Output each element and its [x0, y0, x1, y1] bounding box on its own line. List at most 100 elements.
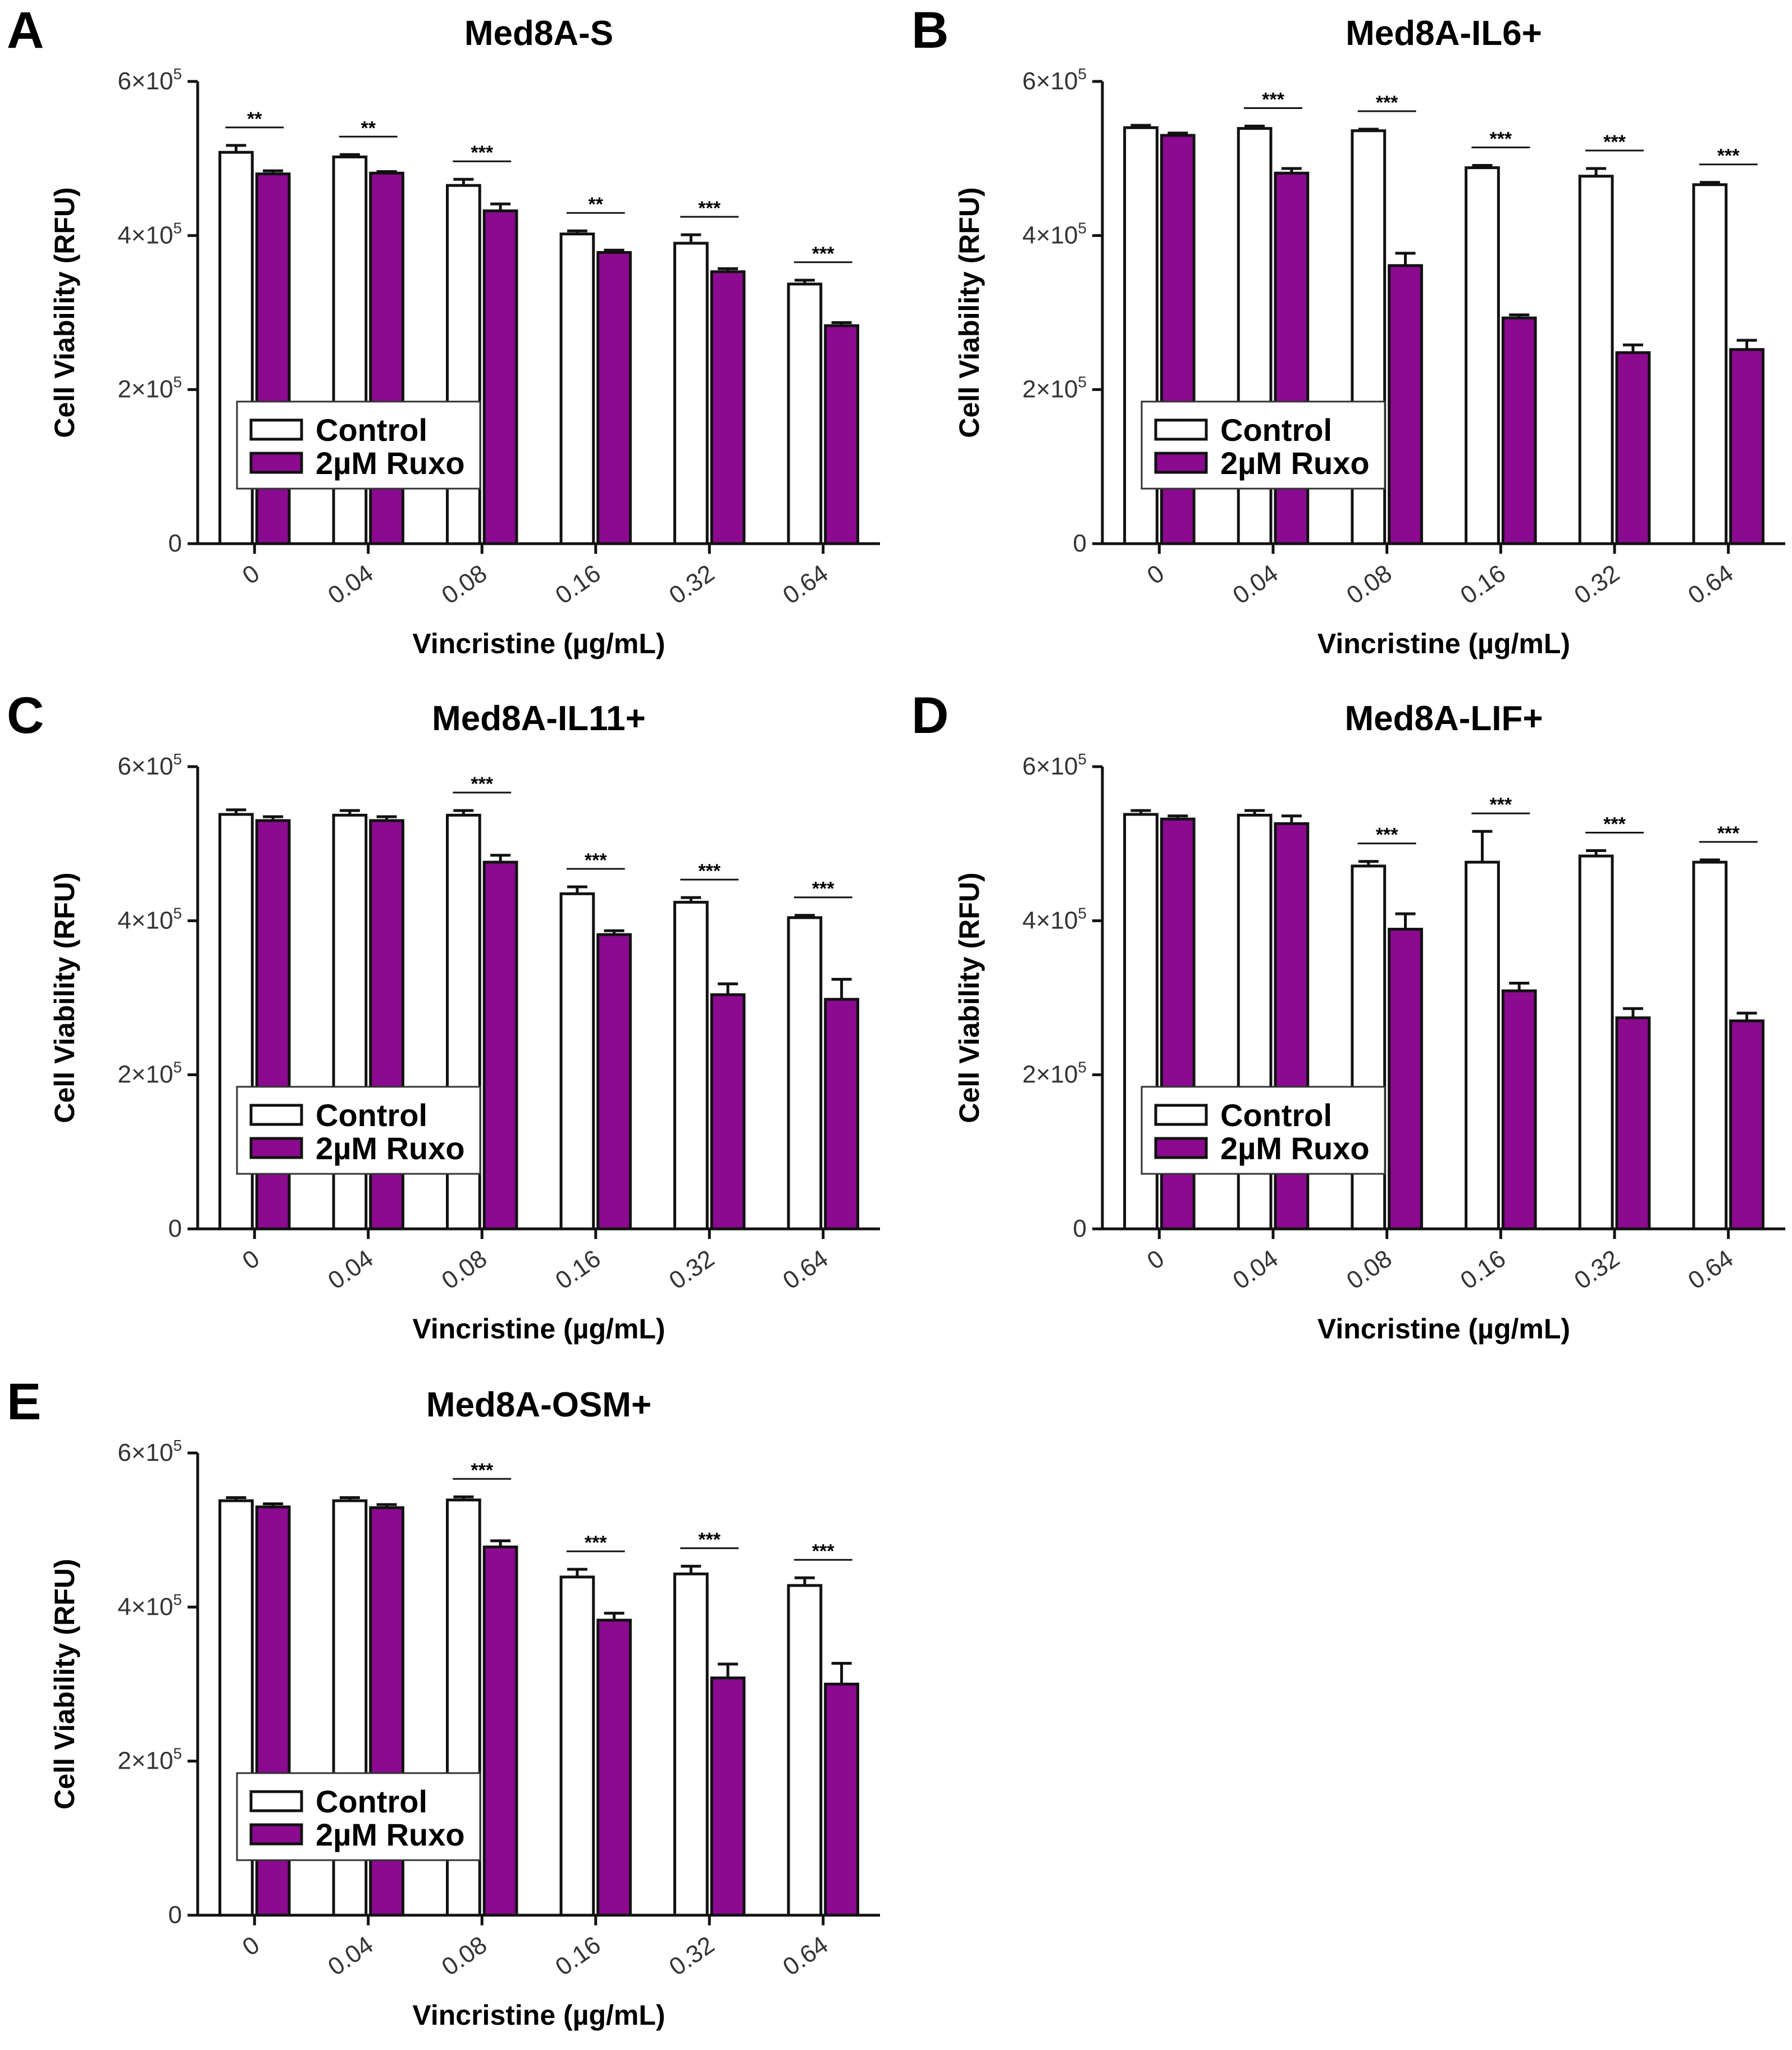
bar-control-0 [1123, 126, 1159, 545]
significance-label: *** [1376, 92, 1398, 113]
x-axis-label: Vincristine (µg/mL) [412, 1999, 665, 2031]
x-tick-label: 0.04 [323, 1931, 378, 1981]
significance-label: ** [589, 194, 604, 215]
x-tick-label: 0.16 [550, 1931, 605, 1981]
y-tick-label: 4×105 [117, 904, 182, 934]
x-tick-label: 0.64 [778, 1931, 833, 1981]
x-axis-label: Vincristine (µg/mL) [1317, 1313, 1570, 1345]
y-tick-mantissa: 6×10 [117, 1439, 173, 1466]
y-tick-mantissa: 0 [168, 530, 182, 557]
significance-label: *** [812, 1541, 835, 1562]
x-tick-label: 0 [238, 1245, 265, 1275]
y-tick-exponent: 5 [1078, 1059, 1087, 1076]
legend-swatch-ruxo [249, 1137, 303, 1159]
legend-label-ruxo: 2µM Ruxo [316, 1131, 465, 1166]
x-tick-label: 0 [1142, 559, 1169, 590]
x-tick-label: 0.04 [323, 559, 378, 609]
significance-label: *** [585, 1532, 607, 1554]
y-tick-exponent: 5 [173, 1437, 182, 1454]
chart-panel-e: E Med8A-OSM+ Cell Viability (RFU) Vincristi… [7, 1373, 880, 2031]
bar-control-5 [1692, 183, 1728, 545]
x-tick-label: 0.08 [437, 1245, 492, 1295]
x-tick-label: 0.16 [550, 1245, 605, 1295]
bar-control-5 [1692, 860, 1728, 1231]
legend-box [236, 1772, 481, 1861]
legend-label-ruxo: 2µM Ruxo [1220, 445, 1370, 481]
bar-ruxo-3 [1501, 989, 1537, 1231]
x-tick-label: 0.64 [1683, 1245, 1738, 1295]
legend-label-control: Control [1220, 412, 1332, 448]
legend-label-control: Control [316, 412, 427, 448]
significance-label: *** [698, 198, 721, 219]
y-tick-label: 6×105 [117, 1437, 182, 1466]
bar-control-2 [446, 184, 481, 545]
significance-label: *** [698, 860, 721, 882]
x-tick-label: 0.32 [1569, 559, 1624, 609]
significance-label: *** [1262, 89, 1284, 111]
chart-title: Med8A-OSM+ [426, 1386, 651, 1424]
y-tick-label: 0 [1073, 530, 1087, 557]
y-tick-exponent: 5 [173, 1591, 182, 1608]
bar-ruxo-3 [1501, 316, 1537, 545]
x-tick-label: 0.08 [437, 559, 492, 609]
chart-panel-d: D Med8A-LIF+ Cell Viability (RFU) Vincristi… [911, 687, 1785, 1345]
legend-box [236, 400, 481, 490]
bar-control-3 [1465, 860, 1500, 1231]
y-tick-exponent: 5 [1078, 219, 1087, 236]
significance-label: *** [812, 878, 835, 900]
bar-ruxo-5 [824, 1683, 859, 1917]
legend-swatch-control [249, 1104, 303, 1126]
significance-label: *** [471, 773, 493, 795]
chart-panel-b: B Med8A-IL6+ Cell Viability (RFU) Vincristi… [911, 2, 1785, 659]
bar-control-4 [673, 1572, 709, 1917]
bar-control-5 [787, 1584, 823, 1917]
x-tick-label: 0 [1142, 1245, 1169, 1275]
y-tick-label: 0 [168, 1215, 182, 1242]
bar-ruxo-2 [1388, 927, 1423, 1231]
bar-control-4 [673, 900, 709, 1231]
y-tick-exponent: 5 [173, 219, 182, 236]
x-tick-label: 0.16 [550, 559, 605, 609]
significance-label: *** [471, 1460, 493, 1481]
x-tick-label: 0.32 [664, 1245, 719, 1295]
y-axis-label: Cell Viability (RFU) [49, 872, 80, 1123]
x-axis-label: Vincristine (µg/mL) [1317, 628, 1570, 659]
legend-label-ruxo: 2µM Ruxo [1220, 1131, 1370, 1166]
legend-swatch-ruxo [249, 1823, 303, 1846]
y-tick-mantissa: 0 [1073, 530, 1087, 557]
bar-control-3 [559, 233, 595, 545]
significance-label: *** [1489, 794, 1512, 816]
bar-ruxo-5 [1729, 348, 1764, 545]
legend-swatch-control [1154, 1104, 1208, 1126]
bar-ruxo-4 [710, 993, 746, 1231]
y-tick-mantissa: 6×10 [117, 67, 173, 95]
panel-letter: D [911, 687, 949, 744]
y-tick-mantissa: 0 [168, 1215, 182, 1242]
y-tick-mantissa: 4×10 [1022, 221, 1078, 249]
legend-label-ruxo: 2µM Ruxo [316, 1817, 465, 1852]
y-tick-mantissa: 0 [168, 1901, 182, 1929]
significance-label: *** [1717, 823, 1740, 844]
x-tick-label: 0.32 [664, 1931, 719, 1981]
bar-control-4 [673, 242, 709, 545]
y-tick-label: 0 [1073, 1215, 1087, 1242]
y-axis-label: Cell Viability (RFU) [954, 187, 985, 438]
y-tick-exponent: 5 [1078, 373, 1087, 391]
legend-box [236, 1086, 481, 1175]
y-axis-label: Cell Viability (RFU) [954, 872, 985, 1123]
legend-swatch-ruxo [1154, 452, 1208, 474]
x-tick-label: 0.08 [1342, 1245, 1397, 1295]
x-tick-label: 0.04 [1228, 559, 1283, 609]
y-tick-mantissa: 4×10 [117, 1593, 173, 1620]
y-tick-mantissa: 4×10 [1022, 906, 1078, 934]
bar-ruxo-3 [596, 933, 632, 1231]
y-tick-label: 4×105 [1022, 904, 1087, 934]
legend-label-control: Control [316, 1097, 427, 1133]
significance-label: *** [1603, 131, 1626, 153]
bar-control-5 [787, 916, 823, 1231]
y-tick-label: 4×105 [1022, 219, 1087, 249]
bar-ruxo-3 [596, 1619, 632, 1917]
legend-swatch-ruxo [1154, 1137, 1208, 1159]
x-axis-label: Vincristine (µg/mL) [412, 1313, 665, 1345]
